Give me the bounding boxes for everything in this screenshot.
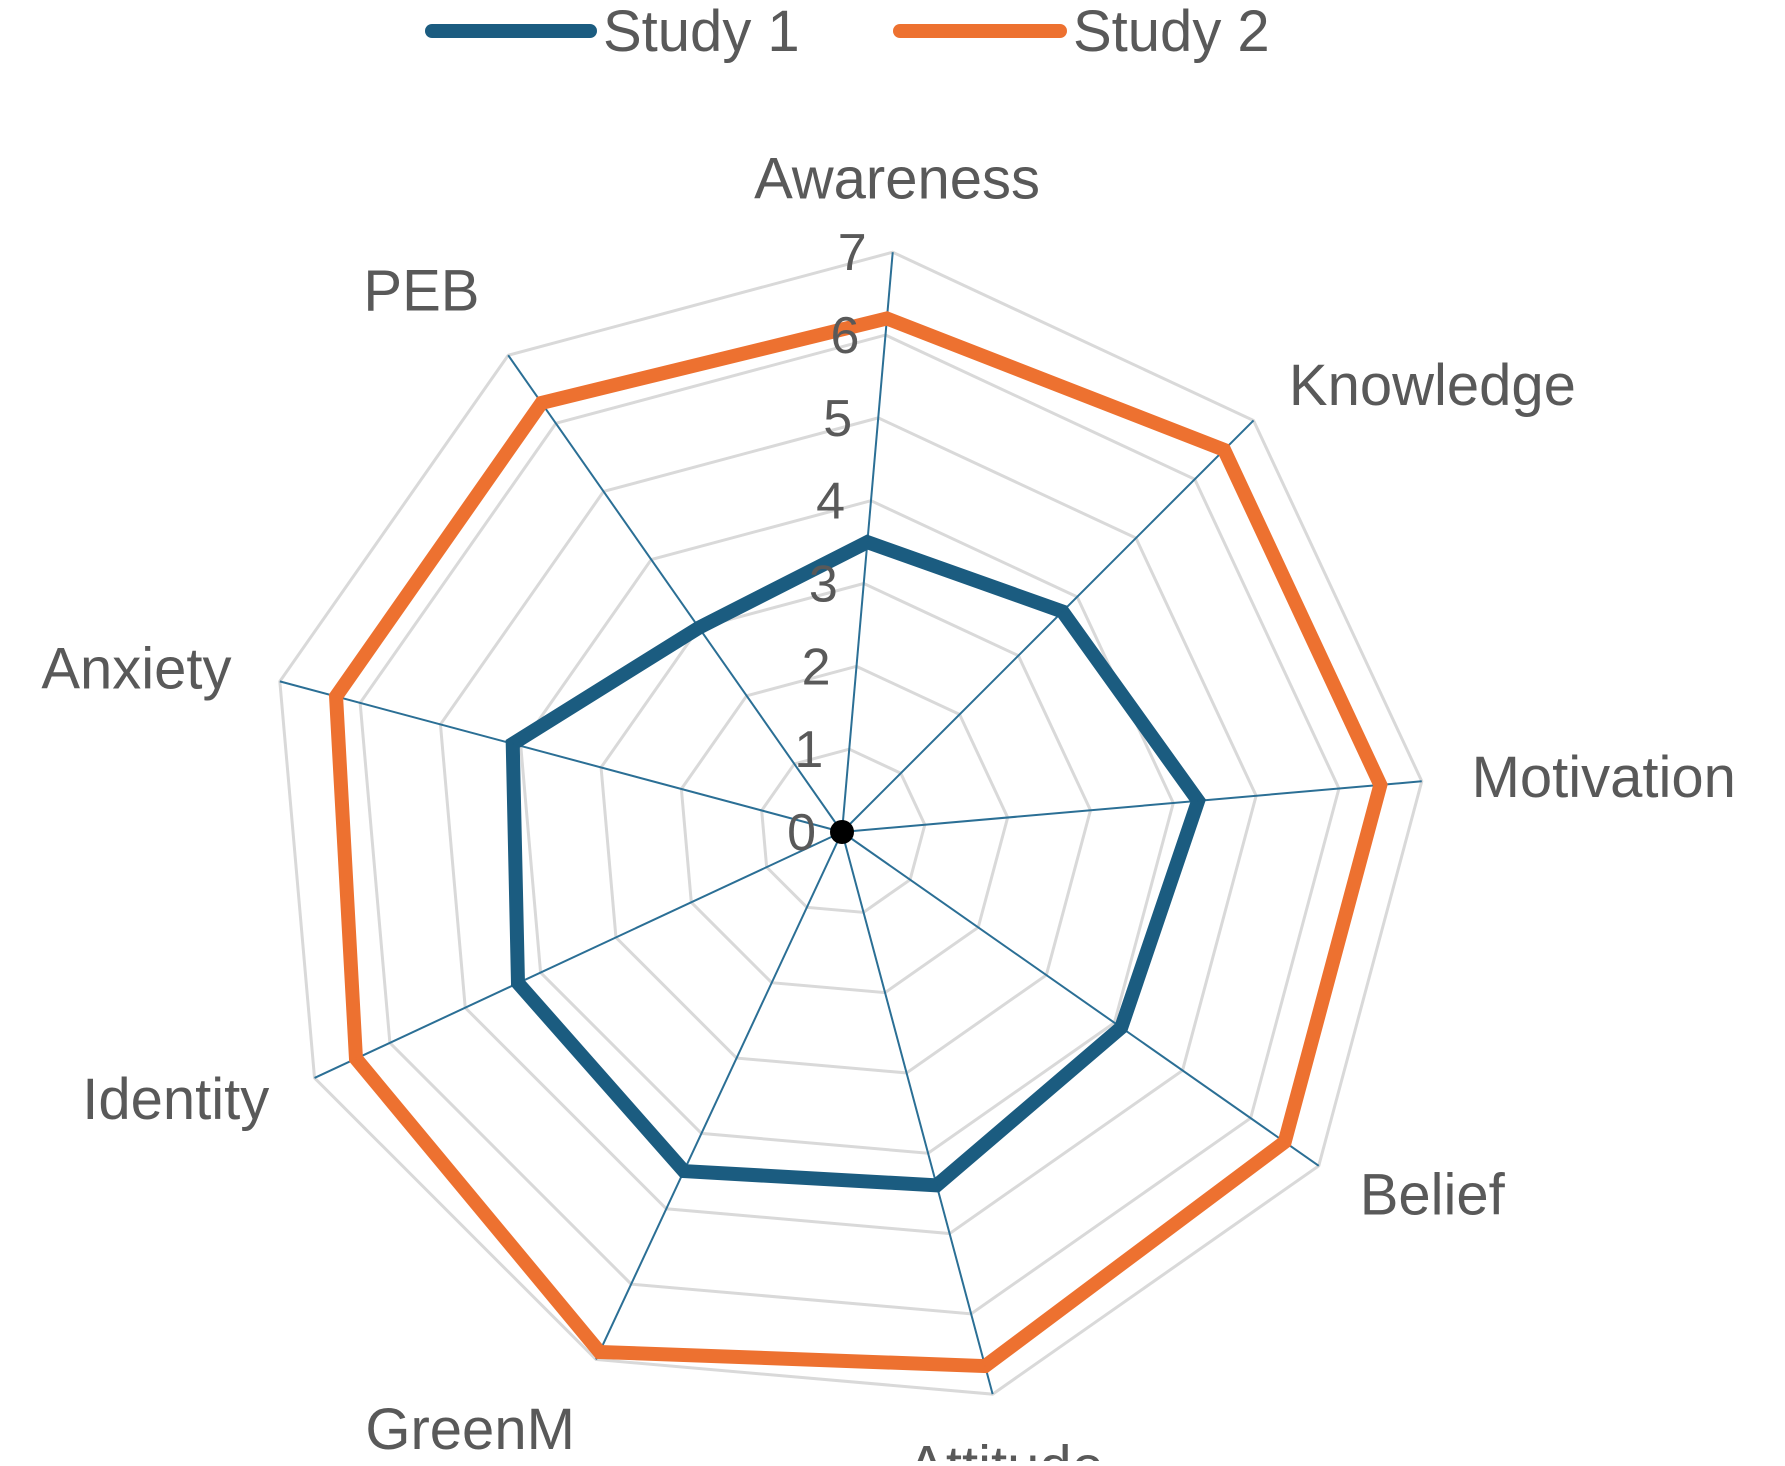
point-study-1-attitude <box>935 1184 938 1187</box>
point-study-2-awareness <box>885 317 888 320</box>
category-label-belief: Belief <box>1360 1163 1506 1228</box>
tick-label-1: 1 <box>794 721 823 779</box>
spoke-anxiety <box>279 680 843 833</box>
legend-label-study-1: Study 1 <box>603 0 800 64</box>
center <box>830 820 854 844</box>
spoke-identity <box>314 831 843 1079</box>
legend-item-study-2: Study 2 <box>893 0 1270 64</box>
point-study-2-attitude <box>984 1365 987 1368</box>
point-study-2-greenm <box>598 1350 601 1353</box>
point-study-2-peb <box>540 401 543 404</box>
gridline-ring-2 <box>679 664 1010 995</box>
category-label-identity: Identity <box>82 1067 269 1132</box>
gridline-ring-5 <box>438 416 1258 1236</box>
spokes <box>279 252 1422 1395</box>
category-label-awareness: Awareness <box>754 146 1040 211</box>
center-dot <box>830 820 854 844</box>
category-label-greenm: GreenM <box>365 1397 575 1461</box>
gridline-ring-6 <box>358 333 1341 1316</box>
point-study-2-anxiety <box>335 695 338 698</box>
tick-label-4: 4 <box>816 473 845 531</box>
gridline-ring-3 <box>599 581 1093 1075</box>
spoke-belief <box>841 831 1320 1167</box>
category-label-attitude: Attitude <box>907 1434 1104 1461</box>
series-study-1 <box>505 534 1206 1193</box>
category-label-knowledge: Knowledge <box>1289 353 1576 418</box>
category-labels: Awareness Knowledge Motivation Belief Attitu… <box>41 146 1736 1466</box>
tick-label-3: 3 <box>809 556 838 614</box>
point-study-1-motivation <box>1197 799 1200 802</box>
category-label-anxiety: Anxiety <box>41 636 231 701</box>
point-study-1-anxiety <box>511 742 514 745</box>
point-study-2-knowledge <box>1223 448 1226 451</box>
series-study-2 <box>328 311 1388 1374</box>
series <box>328 311 1388 1374</box>
tick-label-7: 7 <box>838 224 867 282</box>
series-line-study-1 <box>505 534 1206 1193</box>
series-line-study-2 <box>328 311 1388 1374</box>
point-study-1-knowledge <box>1061 610 1064 613</box>
legend-item-study-1: Study 1 <box>425 0 800 64</box>
point-study-1-identity <box>516 982 519 985</box>
spoke-motivation <box>841 780 1422 833</box>
legend-label-study-2: Study 2 <box>1073 0 1270 64</box>
spoke-attitude <box>841 831 994 1395</box>
spoke-greenm <box>595 831 843 1360</box>
point-study-2-identity <box>354 1057 357 1060</box>
gridline-ring-1 <box>760 747 927 914</box>
point-study-2-belief <box>1283 1140 1286 1143</box>
point-study-1-greenm <box>682 1170 685 1173</box>
tick-label-6: 6 <box>831 307 860 365</box>
spoke-knowledge <box>841 419 1255 833</box>
legend: Study 1 Study 2 <box>425 0 1270 64</box>
category-label-peb: PEB <box>363 258 479 323</box>
tick-label-5: 5 <box>823 390 852 448</box>
point-study-1-peb <box>697 626 700 629</box>
tick-label-2: 2 <box>802 638 831 696</box>
spoke-peb <box>507 354 843 833</box>
point-study-1-belief <box>1120 1026 1123 1029</box>
category-label-motivation: Motivation <box>1472 745 1736 810</box>
tick-labels: 0 1 2 3 4 5 6 7 <box>787 224 867 862</box>
point-study-1-awareness <box>866 541 869 544</box>
gridline-ring-7 <box>278 250 1424 1396</box>
point-study-2-motivation <box>1379 783 1382 786</box>
tick-label-0: 0 <box>787 804 816 862</box>
